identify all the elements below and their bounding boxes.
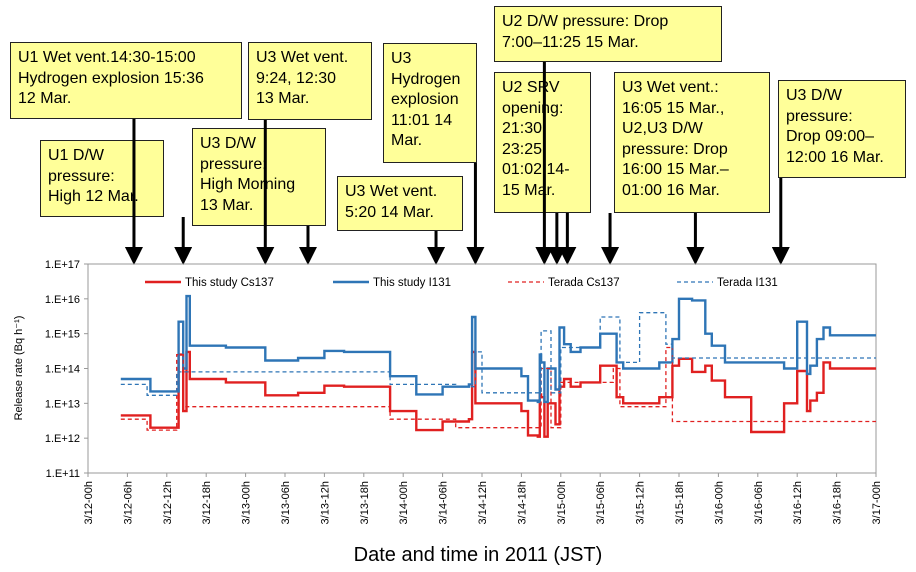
annotation-u3-wet-vent-15mar: U3 Wet vent.: 16:05 15 Mar., U2,U3 D/W p… xyxy=(614,72,770,213)
x-tick-label: 3/12-18h xyxy=(201,481,213,524)
x-tick-label: 3/12-00h xyxy=(83,481,95,524)
annotation-u2-srv-opening: U2 SRV opening: 21:30, 23:25, 01:02 14- … xyxy=(494,72,591,213)
x-tick-label: 3/13-12h xyxy=(319,481,331,524)
annotation-u1-wet-vent: U1 Wet vent.14:30-15:00 Hydrogen explosi… xyxy=(10,42,242,119)
x-tick-label: 3/16-06h xyxy=(753,481,765,524)
x-tick-label: 3/14-06h xyxy=(438,481,450,524)
series-line-3 xyxy=(120,312,876,396)
y-tick-label: 1.E+12 xyxy=(45,433,80,445)
y-axis-ticks: 1.E+11 1.E+12 1.E+13 1.E+14 1.E+15 1.E+16 1.E+… xyxy=(45,259,88,480)
x-tick-label: 3/15-18h xyxy=(674,481,686,524)
y-tick-label: 1.E+11 xyxy=(46,468,80,480)
x-tick-label: 3/12-12h xyxy=(162,481,174,524)
x-tick-label: 3/16-00h xyxy=(713,481,725,524)
y-tick-label: 1.E+13 xyxy=(45,398,80,410)
annotation-u3-wet-vent-14mar: U3 Wet vent. 5:20 14 Mar. xyxy=(337,176,463,231)
annotation-u3-hydrogen-explosion: U3 Hydrogen explosion 11:01 14 Mar. xyxy=(383,43,477,163)
x-tick-label: 3/17-00h xyxy=(871,481,883,524)
event-arrows xyxy=(124,62,790,265)
x-axis-ticks: 3/12-00h 3/12-06h 3/12-12h 3/12-18h 3/13-00h… xyxy=(83,473,883,524)
x-axis-label: Date and time in 2011 (JST) xyxy=(354,544,603,566)
legend-label: This study I131 xyxy=(373,277,451,289)
x-tick-label: 3/12-06h xyxy=(122,481,134,524)
x-tick-label: 3/13-06h xyxy=(280,481,292,524)
series-line-2 xyxy=(120,346,876,431)
x-tick-label: 3/14-12h xyxy=(477,481,489,524)
legend-label: This study Cs137 xyxy=(185,277,274,289)
series-line-1 xyxy=(120,294,876,404)
annotation-u3-dw-pressure-13mar: U3 D/W pressure: High Morning 13 Mar. xyxy=(192,128,326,226)
x-tick-label: 3/14-00h xyxy=(398,481,410,524)
y-tick-label: 1.E+16 xyxy=(45,294,80,306)
y-tick-label: 1.E+14 xyxy=(45,364,80,376)
annotation-u3-dw-pressure-drop-16mar: U3 D/W pressure: Drop 09:00– 12:00 16 Ma… xyxy=(778,80,906,178)
legend-label: Terada Cs137 xyxy=(548,277,620,289)
x-tick-label: 3/15-12h xyxy=(635,481,647,524)
series-lines xyxy=(120,294,876,438)
y-tick-label: 1.E+15 xyxy=(45,329,80,341)
annotation-u2-dw-pressure-drop: U2 D/W pressure: Drop 7:00–11:25 15 Mar. xyxy=(494,6,722,62)
x-tick-label: 3/16-18h xyxy=(832,481,844,524)
series-line-0 xyxy=(120,350,876,438)
annotation-u3-wet-vent-13mar: U3 Wet vent. 9:24, 12:30 13 Mar. xyxy=(248,42,372,120)
x-tick-label: 3/14-18h xyxy=(516,481,528,524)
x-tick-label: 3/16-12h xyxy=(792,481,804,524)
legend: This study Cs137 This study I131 Terada Cs… xyxy=(145,277,778,289)
x-tick-label: 3/15-06h xyxy=(595,481,607,524)
x-tick-label: 3/15-00h xyxy=(556,481,568,524)
x-tick-label: 3/13-00h xyxy=(241,481,253,524)
legend-label: Terada I131 xyxy=(717,277,778,289)
x-tick-label: 3/13-18h xyxy=(359,481,371,524)
y-axis-label: Release rate (Bq h⁻¹) xyxy=(13,316,25,421)
y-tick-label: 1.E+17 xyxy=(45,259,80,271)
annotation-u1-dw-pressure: U1 D/W pressure: High 12 Mar. xyxy=(40,140,164,217)
